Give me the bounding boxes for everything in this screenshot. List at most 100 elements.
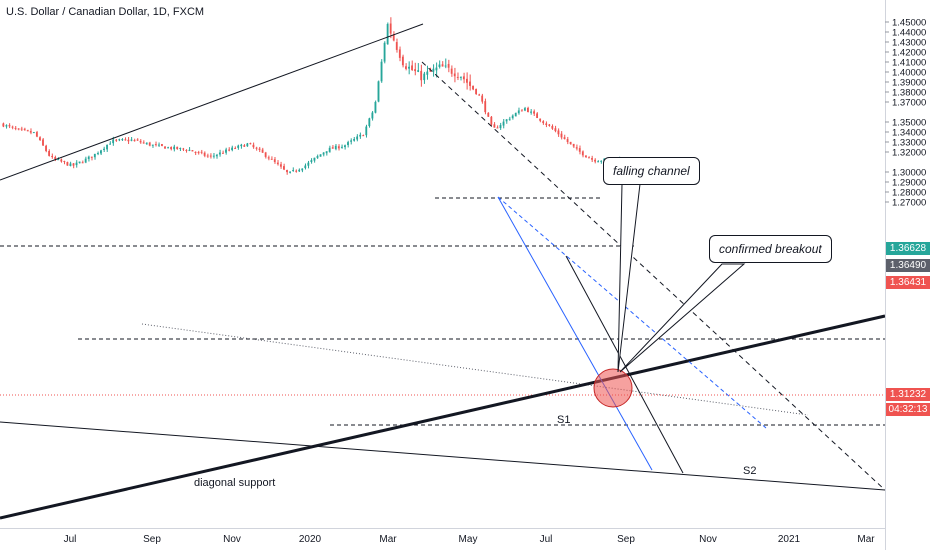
time-tick-label: Nov: [223, 534, 241, 545]
candle-body: [325, 151, 328, 154]
candle-body: [90, 156, 93, 158]
candle-body: [234, 148, 237, 150]
chart-title: U.S. Dollar / Canadian Dollar, 1D, FXCM: [6, 6, 205, 18]
dotted-trendline: [141, 323, 809, 416]
candle-body: [121, 139, 124, 141]
candle-body: [139, 140, 142, 143]
candle-body: [161, 144, 163, 146]
candle-body: [566, 139, 569, 143]
candle-body: [304, 165, 307, 169]
price-tick-label: 1.37000: [892, 98, 926, 109]
candle-body: [514, 112, 517, 117]
candle-body: [51, 155, 54, 158]
candle-body: [203, 152, 206, 156]
candle-body: [246, 143, 249, 147]
upper-trendline: [0, 23, 424, 181]
candle-body: [334, 145, 337, 150]
candle-body: [112, 139, 115, 144]
candle-body: [78, 161, 81, 163]
candle-body: [508, 118, 511, 120]
candle-body: [279, 164, 282, 167]
candle-body: [462, 76, 465, 80]
candle-body: [63, 161, 66, 163]
candle-body: [356, 136, 359, 140]
candle-body: [450, 68, 453, 74]
candle-body: [81, 162, 84, 164]
candle-body: [240, 144, 243, 147]
candle-body: [298, 169, 301, 172]
candle-body: [194, 151, 197, 153]
candle-body: [249, 143, 252, 145]
candle-body: [307, 162, 310, 166]
candle-body: [48, 150, 50, 156]
candle-body: [215, 154, 218, 157]
candle-body: [292, 170, 294, 172]
candle-body: [286, 170, 288, 173]
candle-body: [456, 76, 459, 78]
candle-body: [252, 144, 255, 148]
candle-body: [572, 143, 575, 147]
candle-body: [276, 162, 279, 165]
candle-body: [340, 146, 343, 148]
candle-body: [173, 146, 176, 150]
price-tag-2: 1.36490: [886, 259, 930, 272]
price-tick-label: 1.42000: [892, 48, 926, 59]
candle-body: [322, 152, 325, 155]
candle-body: [542, 121, 545, 124]
price-tick-label: 1.33000: [892, 138, 926, 149]
candle-body: [75, 162, 78, 166]
candle-body: [319, 154, 322, 157]
candle-body: [496, 127, 499, 129]
candle-body: [365, 126, 368, 136]
candle-body: [222, 152, 224, 154]
last-price-tag: 1.31232: [886, 388, 930, 401]
candle-body: [487, 112, 490, 117]
candle-body: [347, 142, 349, 146]
candle-body: [377, 81, 380, 102]
candle-body: [429, 69, 432, 72]
candle-body: [420, 70, 423, 81]
candle-body: [164, 146, 166, 149]
candle-body: [176, 146, 179, 150]
candle-body: [426, 71, 429, 75]
candle-body: [145, 142, 148, 144]
price-tick-label: 1.30000: [892, 168, 926, 179]
candle-body: [225, 149, 227, 153]
candle-body: [383, 42, 386, 62]
candle-body: [344, 145, 346, 148]
candle-body: [405, 66, 407, 69]
candle-body: [301, 168, 304, 171]
candle-body: [45, 145, 47, 152]
annotation-confirmed-breakout[interactable]: confirmed breakout: [709, 235, 832, 263]
price-tick-label: 1.35000: [892, 118, 926, 129]
candle-body: [66, 162, 69, 166]
candle-body: [167, 147, 169, 149]
candle-body: [258, 148, 261, 150]
price-tick-label: 1.40000: [892, 68, 926, 79]
candle-body: [435, 67, 438, 71]
candle-body: [283, 166, 285, 170]
annotation-falling-channel[interactable]: falling channel: [603, 157, 700, 185]
candle-body: [267, 157, 270, 159]
candle-body: [493, 124, 496, 128]
candle-body: [472, 85, 474, 90]
candle-body: [133, 140, 136, 142]
candle-body: [581, 151, 584, 156]
candle-body: [359, 134, 362, 137]
candle-body: [273, 159, 276, 163]
s2-trendline: [0, 421, 886, 491]
candle-body: [484, 101, 487, 113]
time-tick-label: Nov: [699, 534, 717, 545]
candle-body: [270, 158, 273, 160]
candle-body: [11, 126, 14, 128]
candle-body: [594, 159, 596, 162]
candle-body: [209, 155, 212, 157]
candle-body: [8, 125, 11, 127]
candle-body: [584, 155, 587, 158]
candle-body: [84, 158, 87, 163]
callout-pointer-confirmed-breakout: [619, 263, 746, 373]
label-diagonal-support: diagonal support: [194, 477, 275, 489]
candle-body: [569, 141, 572, 145]
